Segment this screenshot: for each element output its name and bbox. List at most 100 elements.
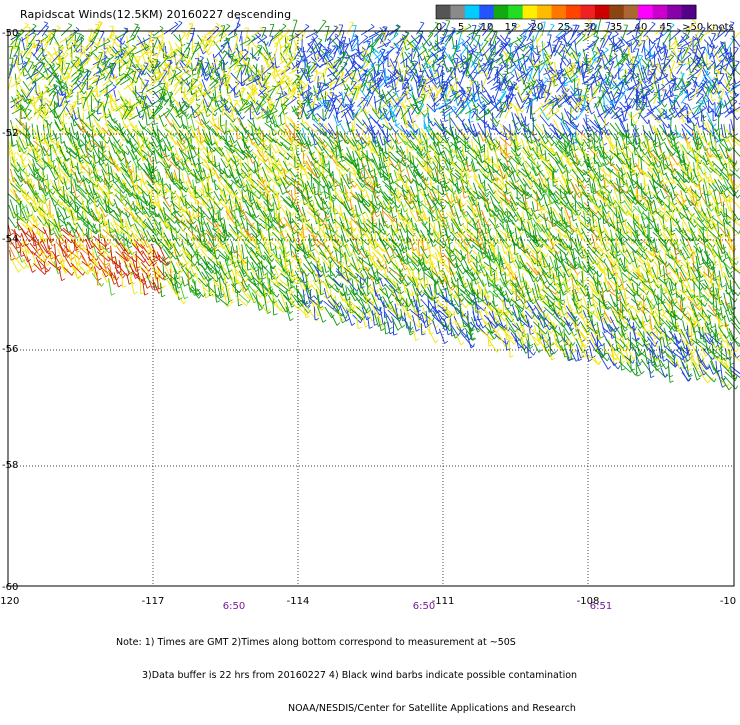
- wind-barb: [220, 125, 225, 134]
- wind-barb-flag: [78, 81, 82, 83]
- wind-barb-flag: [57, 26, 60, 29]
- wind-barb: [416, 109, 430, 117]
- wind-barb-flag: [713, 120, 717, 121]
- wind-barb-flag: [737, 117, 740, 120]
- wind-barb-flag: [463, 56, 466, 59]
- wind-barb-flag: [405, 83, 409, 84]
- wind-barb-flag: [25, 23, 29, 25]
- wind-barb: [234, 87, 235, 97]
- wind-barb-flag: [46, 117, 50, 119]
- wind-barb-flag: [734, 84, 737, 86]
- wind-barb: [617, 93, 625, 102]
- wind-barb-flag: [139, 129, 141, 133]
- wind-barb: [564, 108, 570, 122]
- wind-barb-flag: [481, 43, 483, 47]
- wind-barb-flag: [546, 93, 550, 94]
- wind-barb-flag: [728, 77, 732, 78]
- legend-swatch: [638, 5, 653, 19]
- wind-barb: [239, 118, 246, 133]
- wind-barb-flag: [205, 63, 209, 64]
- wind-barb-flag: [78, 103, 82, 104]
- wind-barb-flag: [508, 98, 512, 99]
- wind-barb-flag: [541, 43, 545, 44]
- wind-barb: [184, 87, 185, 99]
- wind-barb-flag: [684, 48, 688, 49]
- wind-barb-flag: [252, 85, 256, 86]
- wind-barb-flag: [452, 27, 456, 28]
- wind-barb-flag: [371, 24, 374, 27]
- wind-barb: [314, 71, 317, 81]
- wind-barb-flag: [123, 73, 127, 75]
- wind-barb-flag: [691, 88, 695, 90]
- wind-barb-flag: [635, 95, 639, 96]
- wind-barb-flag: [26, 58, 30, 59]
- wind-barb-flag: [567, 134, 570, 137]
- wind-barb-flag: [698, 54, 701, 57]
- wind-barb-flag: [133, 144, 136, 147]
- legend-swatch: [465, 5, 480, 19]
- wind-barb-flag: [425, 113, 427, 116]
- wind-barb: [19, 137, 25, 150]
- wind-barb-flag: [65, 52, 69, 54]
- wind-barb: [697, 66, 703, 78]
- wind-barb-flag: [108, 67, 112, 68]
- wind-barb: [715, 129, 721, 142]
- wind-barb-flag: [651, 69, 655, 70]
- wind-barb: [116, 106, 125, 117]
- wind-barb: [697, 117, 700, 127]
- wind-barb-flag: [312, 62, 316, 63]
- wind-barb: [333, 79, 338, 90]
- wind-barb-flag: [145, 72, 147, 75]
- wind-barb-flag: [233, 100, 237, 101]
- wind-barb-flag: [527, 45, 529, 49]
- wind-barb: [47, 120, 50, 137]
- wind-barb-flag: [94, 146, 98, 148]
- wind-barb-flag: [157, 117, 159, 120]
- wind-barb: [61, 75, 62, 92]
- wind-barb-flag: [519, 142, 522, 145]
- wind-barb: [82, 54, 93, 66]
- wind-barb-flag: [677, 29, 681, 31]
- wind-barb: [339, 134, 348, 145]
- wind-barb-flag: [169, 92, 173, 93]
- wind-barb-flag: [271, 105, 275, 106]
- wind-barb: [65, 131, 77, 140]
- wind-barb-flag: [542, 135, 544, 138]
- wind-barb-flag: [62, 52, 65, 55]
- wind-barb-flag: [124, 106, 128, 107]
- wind-barb: [675, 104, 686, 117]
- wind-barb-flag: [98, 96, 102, 98]
- wind-barb-flag: [84, 71, 87, 73]
- wind-barb: [390, 34, 398, 41]
- wind-barb-flag: [635, 60, 639, 62]
- wind-barb-flag: [556, 108, 559, 110]
- wind-barb-flag: [599, 50, 603, 51]
- wind-barb-flag: [199, 81, 202, 84]
- wind-barb-flag: [427, 87, 431, 88]
- wind-barb-flag: [213, 119, 217, 121]
- legend-swatch: [450, 5, 465, 19]
- wind-barb-flag: [335, 34, 339, 36]
- wind-barb-flag: [470, 121, 474, 122]
- wind-barb: [276, 94, 282, 108]
- wind-barb-flag: [408, 75, 412, 76]
- wind-barb-flag: [335, 79, 339, 80]
- legend-swatch: [436, 5, 451, 19]
- wind-barb-flag: [549, 99, 553, 101]
- wind-barb: [61, 133, 62, 143]
- wind-barb-flag: [202, 36, 206, 37]
- wind-barb: [576, 106, 586, 119]
- wind-barb: [97, 76, 100, 85]
- wind-barb-flag: [70, 32, 73, 34]
- wind-barb-flag: [281, 46, 284, 48]
- wind-barb: [516, 84, 522, 101]
- wind-barb-flag: [538, 60, 541, 62]
- wind-barb-flag: [649, 64, 651, 67]
- wind-barb-flag: [734, 47, 738, 48]
- wind-barb: [496, 137, 497, 151]
- wind-barb-flag: [318, 38, 322, 40]
- wind-barb-flag: [499, 65, 503, 66]
- wind-barb-flag: [731, 91, 734, 94]
- wind-barb-flag: [185, 68, 188, 70]
- wind-barb-flag: [51, 62, 54, 64]
